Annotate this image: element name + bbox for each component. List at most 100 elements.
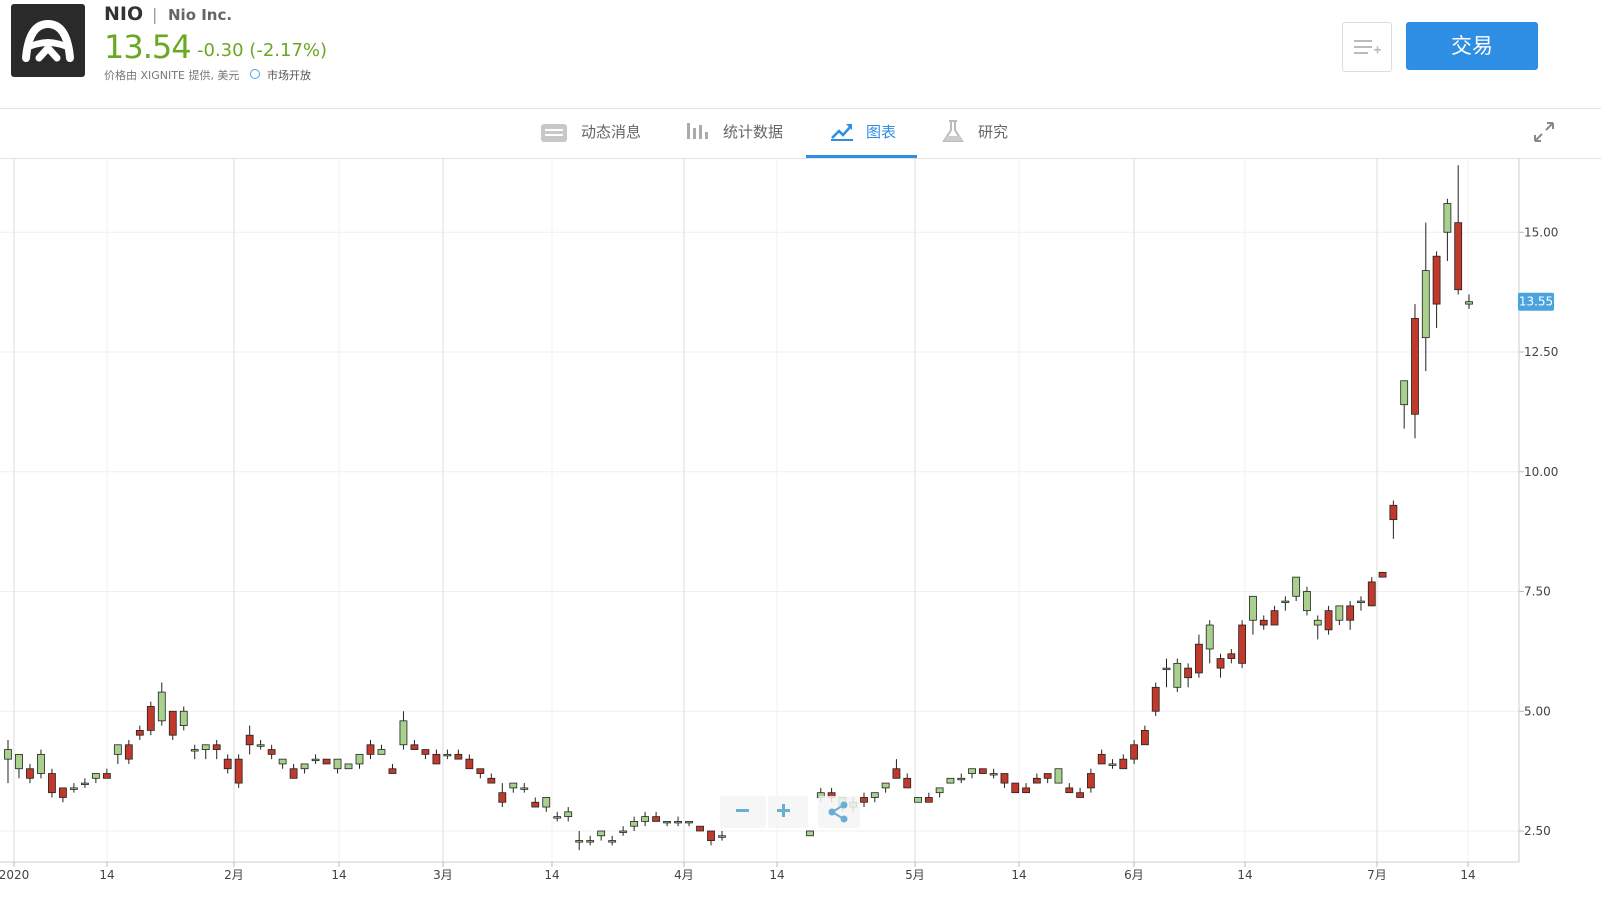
candlestick xyxy=(1346,601,1355,630)
candlestick xyxy=(1054,768,1063,784)
x-tick-label: 14 xyxy=(769,868,784,882)
candlestick xyxy=(696,825,704,832)
candlestick xyxy=(135,725,144,740)
candlestick xyxy=(26,763,34,784)
candlestick xyxy=(1022,783,1030,794)
candlestick xyxy=(476,768,485,779)
candlestick xyxy=(1249,595,1257,635)
candlestick xyxy=(1043,773,1052,784)
tab-news[interactable]: 动态消息 xyxy=(540,108,650,158)
candlestick xyxy=(1281,596,1290,611)
candlestick xyxy=(388,763,397,774)
candlestick xyxy=(37,749,45,779)
candlestick xyxy=(333,758,342,774)
candlestick xyxy=(1443,198,1452,261)
candlestick xyxy=(892,759,901,779)
candlestick xyxy=(1000,773,1009,788)
candlestick xyxy=(1313,615,1322,640)
candlestick xyxy=(15,753,23,779)
candlestick xyxy=(1389,500,1398,539)
candlestick xyxy=(1195,634,1203,678)
candlestick xyxy=(157,682,166,726)
candlestick xyxy=(1151,682,1160,717)
y-tick-label: 15.00 xyxy=(1524,225,1558,239)
candlestick xyxy=(1119,754,1128,770)
bar-chart-icon xyxy=(686,108,710,175)
candlestick xyxy=(377,744,386,755)
candlestick xyxy=(1130,739,1138,764)
tab-statistics[interactable]: 统计数据 xyxy=(686,108,791,158)
quote-header: NIO | Nio Inc. 13.54 -0.30 (-2.17%) 价格由 … xyxy=(0,0,1601,109)
candlestick xyxy=(245,725,254,755)
candlestick xyxy=(968,768,976,779)
candlestick xyxy=(1421,222,1430,372)
candlestick xyxy=(1432,251,1441,329)
candlestick xyxy=(1108,759,1117,769)
candlestick xyxy=(1162,658,1171,688)
candlestick xyxy=(443,749,452,760)
zoom-out-icon[interactable] xyxy=(720,796,766,828)
trend-chart-icon xyxy=(830,108,854,175)
y-tick-label: 12.50 xyxy=(1524,345,1558,359)
price-chart[interactable]: 15.00 12.50 10.00 7.50 5.00 2.50 13.55 2020 14 2… xyxy=(0,158,1601,904)
tab-news-label: 动态消息 xyxy=(581,123,642,141)
candlestick xyxy=(924,792,933,803)
candlestick xyxy=(652,811,660,822)
candlestick xyxy=(619,826,628,836)
candlestick xyxy=(1076,787,1084,798)
candlestick xyxy=(1238,620,1247,669)
candlestick xyxy=(1367,577,1376,607)
candlestick xyxy=(1292,576,1301,602)
candlestick xyxy=(1259,615,1268,630)
x-tick-label: 14 xyxy=(1460,868,1475,882)
candlestick xyxy=(311,754,320,764)
candlestick xyxy=(498,783,507,808)
candlestick xyxy=(91,773,100,784)
candlestick xyxy=(146,701,155,736)
flask-icon xyxy=(942,108,964,175)
x-tick-label: 14 xyxy=(1237,868,1252,882)
x-tick-label: 14 xyxy=(544,868,559,882)
last-price-marker: 13.55 xyxy=(1518,292,1554,311)
candlestick xyxy=(421,749,430,760)
candlestick xyxy=(881,782,890,793)
candlestick xyxy=(586,835,595,846)
candlestick xyxy=(1173,658,1182,693)
candlestick xyxy=(267,744,276,760)
candlestick xyxy=(1465,294,1473,309)
candlestick xyxy=(520,783,529,793)
tab-chart[interactable]: 图表 xyxy=(830,108,910,158)
y-tick-label: 5.00 xyxy=(1524,704,1551,718)
candlestick xyxy=(1011,782,1020,794)
candlestick xyxy=(509,782,518,793)
candlestick xyxy=(212,739,221,760)
candlestick xyxy=(707,830,715,846)
trade-button[interactable]: 交易 xyxy=(1406,22,1538,70)
zoom-in-icon[interactable] xyxy=(768,796,808,828)
candlestick xyxy=(1086,768,1095,793)
active-tab-indicator xyxy=(806,155,917,158)
candlestick xyxy=(179,706,188,731)
fullscreen-icon[interactable] xyxy=(1533,121,1555,143)
x-tick-label: 14 xyxy=(99,868,114,882)
company-name: Nio Inc. xyxy=(168,6,233,24)
candlestick xyxy=(454,749,463,760)
candlestick xyxy=(80,778,89,788)
current-price: 13.54 xyxy=(104,28,192,66)
share-icon[interactable] xyxy=(818,796,860,828)
candlestick xyxy=(201,744,210,760)
candlestick xyxy=(1303,586,1311,616)
candlestick xyxy=(1270,605,1279,626)
tab-research[interactable]: 研究 xyxy=(942,108,1022,158)
title-separator: | xyxy=(152,5,158,24)
add-to-watchlist-button[interactable] xyxy=(1342,22,1392,72)
candlestick xyxy=(399,711,408,750)
news-icon xyxy=(540,108,568,175)
tab-chart-label: 图表 xyxy=(866,123,897,141)
ticker-symbol: NIO xyxy=(104,3,144,25)
candlestick xyxy=(1216,653,1225,678)
candlestick xyxy=(1205,620,1214,664)
candlestick xyxy=(1032,773,1041,784)
candlestick xyxy=(300,763,309,774)
x-tick-label: 7月 xyxy=(1367,868,1387,882)
